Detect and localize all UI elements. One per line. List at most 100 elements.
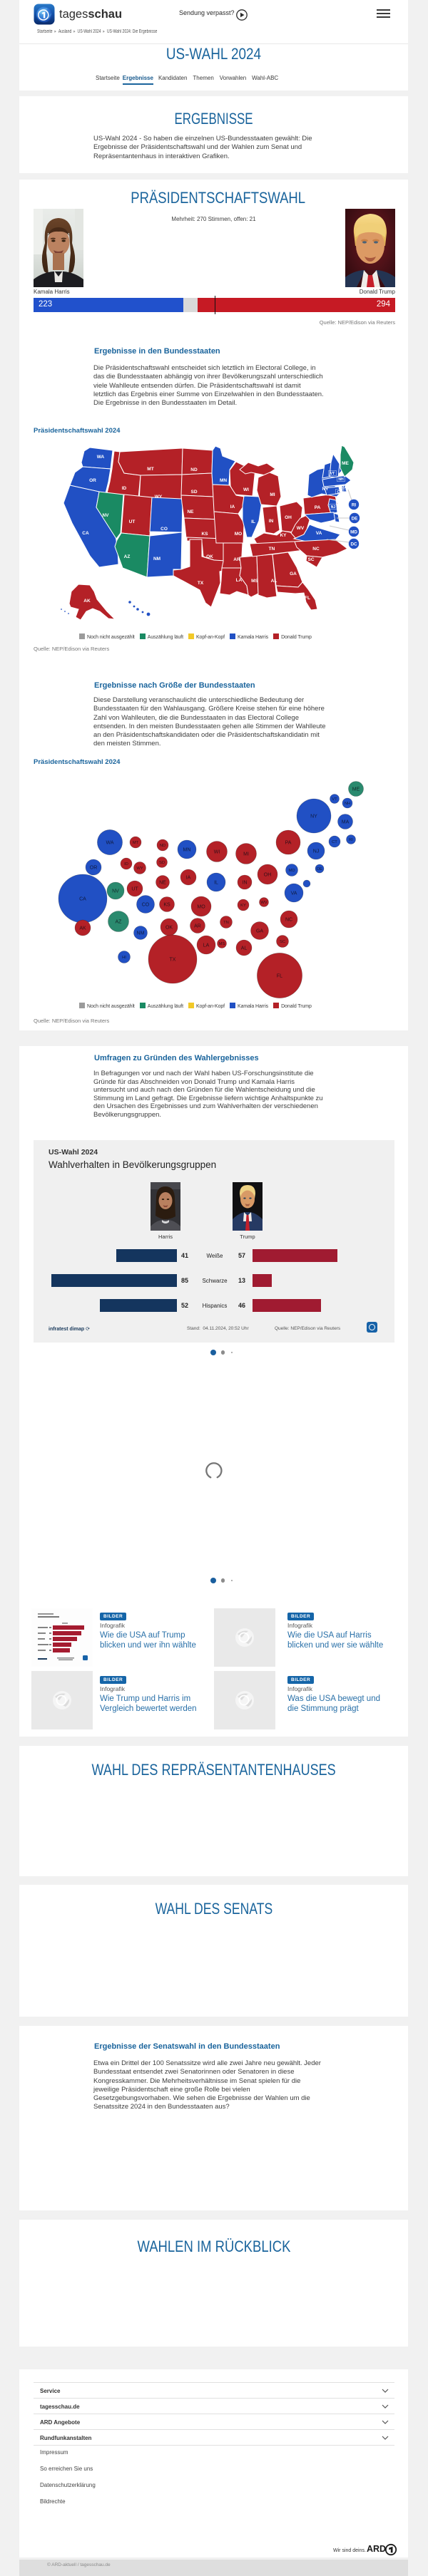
svg-text:NM: NM xyxy=(137,931,145,936)
svg-text:IL: IL xyxy=(214,881,218,886)
svg-text:MN: MN xyxy=(220,478,227,483)
svg-text:IA: IA xyxy=(186,876,191,881)
svg-text:WV: WV xyxy=(297,526,305,531)
svg-text:AR: AR xyxy=(233,557,240,562)
svg-text:NC: NC xyxy=(312,547,320,552)
svg-text:DE: DE xyxy=(352,516,358,521)
svg-text:NE: NE xyxy=(187,509,194,514)
svg-text:NY: NY xyxy=(310,814,317,819)
svg-text:CO: CO xyxy=(160,527,168,532)
svg-text:OR: OR xyxy=(90,866,98,871)
svg-text:SD: SD xyxy=(159,861,165,865)
svg-text:VT: VT xyxy=(330,472,335,476)
svg-text:LA: LA xyxy=(236,578,243,583)
svg-text:WI: WI xyxy=(214,850,220,855)
svg-text:WY: WY xyxy=(155,495,163,500)
svg-text:CA: CA xyxy=(79,897,86,902)
svg-text:NE: NE xyxy=(159,881,166,886)
svg-text:AL: AL xyxy=(271,579,277,584)
svg-text:VA: VA xyxy=(316,531,322,536)
svg-text:WV: WV xyxy=(260,901,267,905)
svg-text:AZ: AZ xyxy=(116,920,123,925)
svg-text:NM: NM xyxy=(153,557,160,562)
svg-text:TX: TX xyxy=(170,958,176,963)
svg-text:GA: GA xyxy=(256,929,263,934)
svg-text:GA: GA xyxy=(290,571,297,576)
svg-text:CA: CA xyxy=(82,531,89,536)
svg-text:TN: TN xyxy=(269,547,275,552)
svg-text:KS: KS xyxy=(163,903,170,908)
svg-text:PA: PA xyxy=(315,505,321,510)
svg-text:AK: AK xyxy=(79,926,86,931)
svg-text:ID: ID xyxy=(124,862,128,867)
svg-text:MA: MA xyxy=(342,820,350,825)
svg-text:TN: TN xyxy=(223,921,229,925)
svg-text:UT: UT xyxy=(129,519,136,524)
svg-text:MO: MO xyxy=(197,905,205,910)
svg-text:IL: IL xyxy=(251,519,255,524)
svg-text:DC: DC xyxy=(350,542,357,547)
svg-text:RI: RI xyxy=(352,502,357,507)
svg-text:SD: SD xyxy=(190,490,197,495)
svg-text:MA: MA xyxy=(341,486,347,490)
svg-text:IN: IN xyxy=(269,519,274,524)
svg-text:NJ: NJ xyxy=(331,505,336,509)
svg-text:ID: ID xyxy=(122,486,127,491)
svg-text:FL: FL xyxy=(305,596,310,601)
svg-text:NC: NC xyxy=(285,918,292,923)
svg-text:ND: ND xyxy=(190,467,198,472)
svg-text:IN: IN xyxy=(243,881,248,886)
svg-text:CT: CT xyxy=(337,490,342,495)
svg-text:OK: OK xyxy=(165,926,173,931)
svg-text:SC: SC xyxy=(307,557,314,562)
svg-text:NV: NV xyxy=(102,513,109,518)
svg-text:WI: WI xyxy=(243,487,249,492)
svg-text:AK: AK xyxy=(83,599,91,604)
svg-text:OK: OK xyxy=(206,554,213,559)
svg-text:WA: WA xyxy=(106,841,113,846)
svg-text:VA: VA xyxy=(291,891,297,896)
svg-text:TX: TX xyxy=(198,581,204,586)
svg-text:NH: NH xyxy=(338,477,344,482)
svg-text:MD: MD xyxy=(288,869,295,873)
svg-text:HI: HI xyxy=(122,956,126,960)
svg-text:LA: LA xyxy=(203,943,210,948)
svg-text:MS: MS xyxy=(251,579,258,584)
svg-text:WA: WA xyxy=(97,455,105,460)
svg-text:NJ: NJ xyxy=(313,849,320,854)
svg-text:ME: ME xyxy=(342,461,349,466)
svg-text:KY: KY xyxy=(240,904,246,908)
svg-text:AR: AR xyxy=(194,924,201,929)
svg-text:CO: CO xyxy=(142,903,150,908)
svg-text:IA: IA xyxy=(230,505,235,509)
svg-text:OR: OR xyxy=(89,478,96,483)
svg-text:RI: RI xyxy=(349,838,353,842)
svg-text:CT: CT xyxy=(332,840,337,844)
svg-text:MN: MN xyxy=(183,848,191,853)
svg-text:FL: FL xyxy=(277,974,282,979)
svg-text:MD: MD xyxy=(350,529,357,534)
svg-text:NY: NY xyxy=(322,487,329,492)
svg-text:NH: NH xyxy=(345,802,350,806)
svg-text:AZ: AZ xyxy=(124,554,131,559)
svg-text:VT: VT xyxy=(332,797,337,802)
svg-text:KY: KY xyxy=(280,533,287,538)
svg-text:MT: MT xyxy=(147,467,153,472)
svg-text:WY: WY xyxy=(136,867,143,871)
svg-text:MI: MI xyxy=(270,492,275,497)
svg-text:MI: MI xyxy=(243,852,249,857)
svg-text:ME: ME xyxy=(352,787,360,792)
svg-text:OH: OH xyxy=(264,873,272,878)
svg-text:MS: MS xyxy=(219,942,225,946)
svg-text:NV: NV xyxy=(112,889,119,894)
svg-text:ND: ND xyxy=(160,844,165,848)
svg-text:MO: MO xyxy=(235,532,242,537)
svg-text:AL: AL xyxy=(241,946,248,951)
svg-text:SC: SC xyxy=(280,940,285,944)
svg-text:OH: OH xyxy=(285,515,292,520)
svg-text:KS: KS xyxy=(201,532,208,537)
svg-text:DE: DE xyxy=(317,867,322,871)
svg-text:MT: MT xyxy=(133,841,139,845)
svg-text:PA: PA xyxy=(285,841,292,846)
svg-text:UT: UT xyxy=(131,887,138,892)
